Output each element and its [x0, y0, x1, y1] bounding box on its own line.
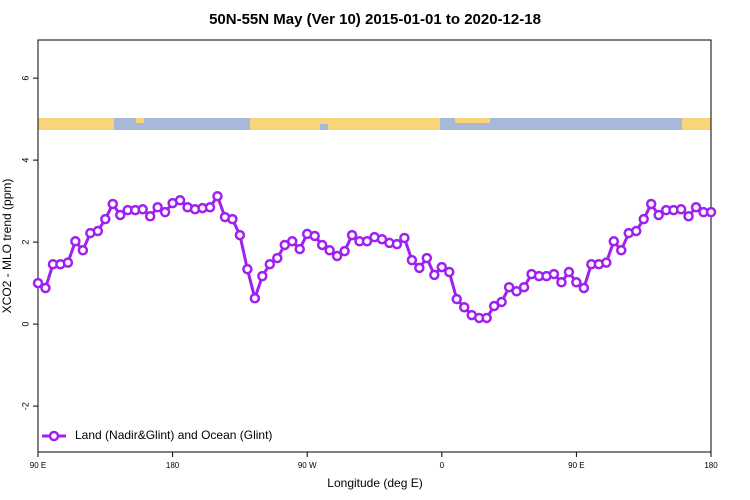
data-point: [107, 198, 119, 210]
y-tick-label: -2: [20, 402, 30, 410]
x-tick-label: 90 W: [298, 461, 317, 470]
data-point: [391, 238, 403, 250]
data-point: [488, 300, 500, 312]
data-point: [406, 254, 418, 266]
data-point: [62, 257, 74, 268]
data-point: [272, 252, 283, 264]
data-point: [144, 211, 156, 222]
data-point: [212, 190, 223, 202]
data-point: [556, 277, 567, 288]
data-point: [257, 270, 268, 282]
x-tick-label: 180: [704, 461, 718, 470]
legend-label: Land (Nadir&Glint) and Ocean (Glint): [75, 428, 272, 442]
legend-marker: [48, 430, 60, 442]
data-point: [436, 261, 448, 273]
data-point: [286, 236, 298, 247]
x-tick-label: 0: [440, 461, 445, 470]
data-point: [496, 296, 507, 308]
data-point: [429, 269, 440, 281]
x-axis-label: Longitude (deg E): [327, 476, 422, 490]
x-tick-label: 90 E: [568, 461, 584, 470]
data-point: [578, 282, 590, 294]
data-point: [705, 206, 717, 218]
data-point: [608, 236, 620, 247]
data-point: [601, 257, 612, 268]
data-point: [638, 213, 649, 225]
data-point: [511, 286, 522, 297]
y-axis-label: XCO2 - MLO trend (ppm): [0, 179, 14, 314]
data-point: [227, 213, 238, 225]
data-point: [309, 230, 320, 242]
data-point: [77, 245, 89, 256]
data-point: [324, 245, 335, 256]
land-band: [250, 118, 440, 130]
data-point: [683, 211, 694, 222]
land-ocean-strip: [38, 118, 711, 130]
data-point: [40, 282, 51, 294]
data-point: [264, 258, 276, 270]
data-point: [316, 239, 328, 251]
data-point: [548, 268, 560, 280]
data-point: [361, 236, 373, 247]
data-point: [331, 250, 343, 262]
data-point: [234, 229, 246, 241]
data-point: [70, 236, 81, 247]
data-point: [346, 229, 358, 241]
data-point: [242, 263, 253, 275]
data-point: [444, 266, 455, 278]
data-point: [451, 293, 463, 305]
data-point: [653, 209, 664, 221]
data-point: [645, 198, 657, 210]
data-point: [174, 195, 186, 206]
data-point: [339, 245, 350, 257]
land-band: [682, 118, 711, 130]
land-band: [136, 118, 144, 123]
ocean-band: [320, 124, 328, 130]
data-point: [630, 225, 642, 237]
data-point: [159, 206, 171, 218]
data-point: [518, 281, 530, 293]
data-point: [503, 281, 515, 293]
x-tick-label: 90 E: [30, 461, 46, 470]
plot-frame: [37, 39, 712, 453]
data-point: [100, 213, 111, 225]
data-point: [249, 293, 261, 304]
data-point: [137, 204, 148, 215]
data-point: [399, 232, 410, 244]
legend: Land (Nadir&Glint) and Ocean (Glint): [42, 428, 272, 442]
data-point: [294, 243, 305, 255]
data-point: [421, 252, 433, 264]
data-point: [571, 277, 582, 288]
data-point: [92, 225, 104, 237]
y-tick-label: 0: [20, 322, 30, 327]
land-band: [455, 118, 490, 123]
data-point: [675, 204, 687, 215]
chart-title: 50N-55N May (Ver 10) 2015-01-01 to 2020-…: [209, 11, 541, 28]
data-point: [481, 312, 492, 324]
x-tick-label: 180: [166, 461, 180, 470]
data-point: [458, 302, 470, 313]
y-tick-label: 6: [20, 76, 30, 81]
y-tick-label: 2: [20, 240, 30, 245]
data-point: [115, 209, 126, 221]
data-point: [690, 202, 702, 213]
land-band: [38, 118, 114, 130]
data-point: [414, 262, 425, 274]
data-point: [563, 266, 575, 278]
data-point: [616, 245, 627, 256]
data-point: [204, 202, 216, 213]
data-point: [152, 202, 163, 213]
y-tick-label: 4: [20, 158, 30, 163]
data-point: [32, 277, 44, 289]
